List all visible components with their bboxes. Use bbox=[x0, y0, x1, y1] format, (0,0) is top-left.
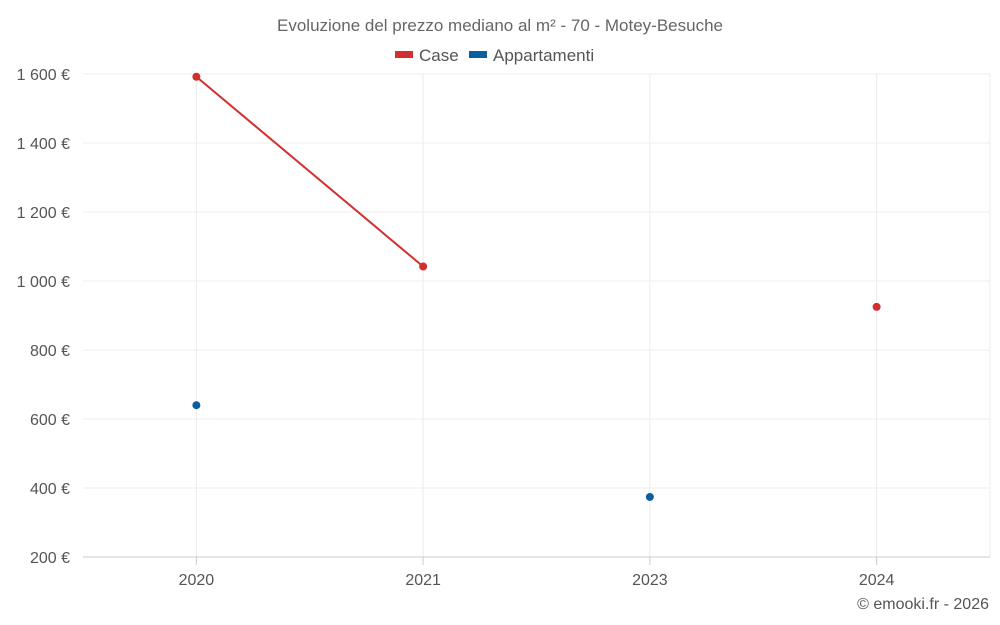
x-tick-label: 2024 bbox=[859, 572, 895, 589]
axes bbox=[83, 556, 990, 565]
data-point-appartamenti bbox=[645, 492, 654, 501]
x-axis-ticks: 2020 2021 2023 2024 bbox=[179, 572, 895, 589]
chart-title: Evoluzione del prezzo mediano al m² - 70… bbox=[277, 16, 723, 35]
gridlines bbox=[83, 73, 991, 557]
legend-label-case: Case bbox=[419, 46, 459, 65]
x-tick-label: 2023 bbox=[632, 572, 668, 589]
y-tick-label: 1 000 € bbox=[17, 274, 70, 291]
y-tick-label: 200 € bbox=[30, 550, 70, 567]
y-tick-label: 800 € bbox=[30, 343, 70, 360]
x-tick-label: 2021 bbox=[405, 572, 441, 589]
series-line-case bbox=[195, 75, 424, 268]
legend-item-appartamenti[interactable]: Appartamenti bbox=[469, 46, 594, 65]
x-tick-label: 2020 bbox=[179, 572, 215, 589]
data-point-case bbox=[419, 262, 428, 271]
data-point-case bbox=[192, 72, 201, 81]
credit-text: © emooki.fr - 2026 bbox=[857, 596, 989, 613]
y-axis-ticks: 200 € 400 € 600 € 800 € 1 000 € 1 200 € 1 400 … bbox=[17, 67, 70, 567]
series-appartamenti bbox=[192, 401, 654, 501]
legend-label-appartamenti: Appartamenti bbox=[493, 46, 594, 65]
series bbox=[192, 72, 881, 501]
y-tick-label: 1 400 € bbox=[17, 136, 70, 153]
legend-swatch-case bbox=[395, 51, 413, 58]
legend-item-case[interactable]: Case bbox=[395, 46, 459, 65]
data-point-appartamenti bbox=[192, 401, 201, 410]
y-tick-label: 1 600 € bbox=[17, 67, 70, 84]
y-tick-label: 400 € bbox=[30, 481, 70, 498]
series-case bbox=[192, 72, 881, 311]
data-point-case bbox=[872, 302, 881, 311]
legend: Case Appartamenti bbox=[395, 46, 594, 65]
y-tick-label: 1 200 € bbox=[17, 205, 70, 222]
y-tick-label: 600 € bbox=[30, 412, 70, 429]
legend-swatch-appartamenti bbox=[469, 51, 487, 58]
